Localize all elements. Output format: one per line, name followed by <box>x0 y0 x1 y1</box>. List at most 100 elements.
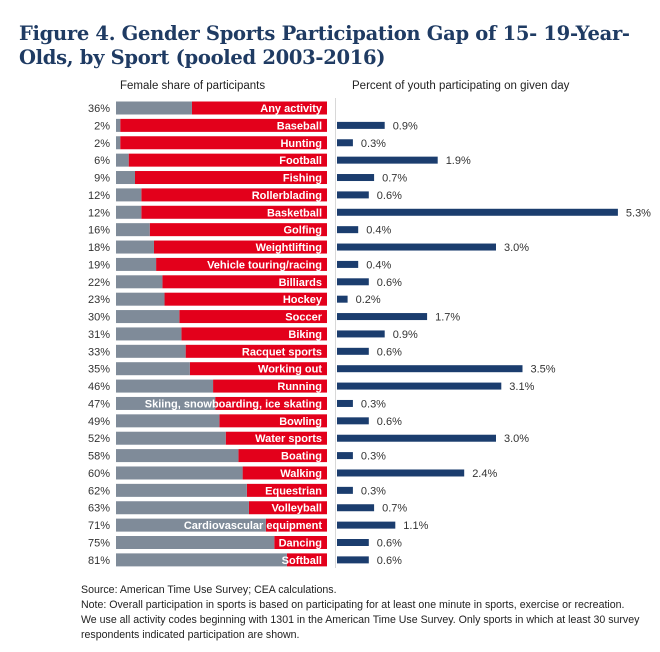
female-share-label: 12% <box>88 190 110 202</box>
female-share-bar <box>116 414 220 428</box>
female-share-bar <box>116 536 275 549</box>
female-share-bar <box>116 466 243 480</box>
category-label: Biking <box>288 329 322 341</box>
male-share-bar <box>162 275 327 289</box>
male-share-bar <box>238 449 327 463</box>
female-share-bar <box>116 171 135 185</box>
male-share-bar <box>213 379 327 393</box>
female-share-label: 47% <box>88 398 110 410</box>
female-share-label: 75% <box>88 538 110 550</box>
female-share-bar <box>116 275 163 289</box>
participation-bar <box>337 226 359 234</box>
category-label: Water sports <box>255 433 322 445</box>
male-share-bar <box>286 553 327 567</box>
participation-bar <box>337 452 353 460</box>
female-share-bar <box>116 310 180 324</box>
participation-row: 0.3% <box>337 485 386 497</box>
row-billiards: 22% Billiards <box>88 275 327 289</box>
participation-value-label: 0.3% <box>361 138 386 150</box>
male-share-bar <box>246 483 327 497</box>
female-share-label: 62% <box>88 485 110 497</box>
participation-bar <box>337 295 348 303</box>
female-share-label: 81% <box>88 555 110 567</box>
participation-value-label: 3.0% <box>504 242 529 254</box>
participation-row: 0.7% <box>337 173 407 185</box>
participation-value-label: 1.7% <box>435 312 460 324</box>
participation-row: 0.3% <box>337 138 386 150</box>
participation-value-label: 3.0% <box>504 433 529 445</box>
female-share-bar <box>116 431 226 445</box>
male-share-bar <box>191 101 327 115</box>
participation-row: 0.9% <box>337 329 418 341</box>
row-equestrian: 62% Equestrian <box>88 483 327 497</box>
row-volleyball: 63% Volleyball <box>88 501 327 515</box>
female-share-label: 23% <box>88 294 110 306</box>
category-label: Hunting <box>280 138 322 150</box>
category-label: Any activity <box>260 103 323 115</box>
participation-bar <box>337 347 369 355</box>
participation-bar <box>337 156 438 164</box>
row-running: 46% Running <box>88 379 327 393</box>
methodology-note: Note: Overall participation in sports is… <box>81 599 640 641</box>
male-share-bar <box>185 344 327 358</box>
female-share-label: 35% <box>88 364 110 376</box>
participation-value-label: 0.6% <box>377 416 402 428</box>
male-share-bar <box>149 223 327 237</box>
male-share-bar <box>134 171 327 185</box>
row-golfing: 16% Golfing <box>88 223 327 237</box>
chart-footer: Source: American Time Use Survey; CEA ca… <box>81 583 641 643</box>
row-boating: 58% Boating <box>88 449 327 463</box>
row-racquet-sports: 33% Racquet sports <box>88 344 327 358</box>
participation-row: 0.6% <box>337 416 402 428</box>
participation-row: 0.6% <box>337 555 402 567</box>
category-label: Golfing <box>284 225 323 237</box>
male-share-bar <box>156 257 327 271</box>
participation-row: 0.9% <box>337 120 418 132</box>
participation-value-label: 2.4% <box>472 468 497 480</box>
participation-bar <box>337 278 369 286</box>
female-share-label: 2% <box>94 138 110 150</box>
participation-row: 0.6% <box>337 190 402 202</box>
male-share-bar <box>120 136 327 150</box>
chart-area: 36% Any activity 2% Baseball 2% Hunting 6% Foot… <box>88 98 651 568</box>
female-share-bar <box>116 118 121 132</box>
male-share-bar <box>225 431 327 445</box>
row-walking: 60% Walking <box>88 466 327 480</box>
row-water-sports: 52% Water sports <box>88 431 327 445</box>
category-label: Billiards <box>279 277 322 289</box>
row-cardiovascular-equipment: 71% Cardiovascular equipment <box>88 518 327 532</box>
participation-bar <box>337 191 369 199</box>
participation-value-label: 1.1% <box>403 520 428 532</box>
category-label: Softball <box>282 555 322 567</box>
participation-bar <box>337 382 502 390</box>
row-working-out: 35% Working out <box>88 362 327 376</box>
female-share-label: 18% <box>88 242 110 254</box>
female-share-label: 63% <box>88 503 110 515</box>
participation-value-label: 3.1% <box>509 381 534 393</box>
female-share-bar <box>116 449 239 463</box>
participation-bar <box>337 417 369 425</box>
female-share-label: 6% <box>94 155 110 167</box>
participation-row: 1.9% <box>337 155 471 167</box>
row-softball: 81% Softball <box>88 553 327 567</box>
row-basketball: 12% Basketball <box>88 205 327 219</box>
participation-row: 0.6% <box>337 277 402 289</box>
participation-value-label: 0.3% <box>361 485 386 497</box>
participation-bar <box>337 556 369 564</box>
category-label: Baseball <box>277 120 322 132</box>
category-label: Volleyball <box>271 503 322 515</box>
participation-bar <box>337 504 375 512</box>
male-share-bar <box>219 414 327 428</box>
chart-title: Figure 4. Gender Sports Participation Ga… <box>19 22 630 69</box>
female-share-bar <box>116 101 192 115</box>
participation-value-label: 0.3% <box>361 398 386 410</box>
row-any-activity: 36% Any activity <box>88 101 327 115</box>
participation-row: 0.4% <box>337 259 391 271</box>
female-share-bar <box>116 396 216 410</box>
female-share-bar <box>116 553 287 567</box>
category-label: Hockey <box>283 294 323 306</box>
row-football: 6% Football <box>94 153 327 167</box>
male-share-bar <box>179 310 327 324</box>
participation-bar <box>337 469 465 477</box>
row-hockey: 23% Hockey <box>88 292 327 306</box>
